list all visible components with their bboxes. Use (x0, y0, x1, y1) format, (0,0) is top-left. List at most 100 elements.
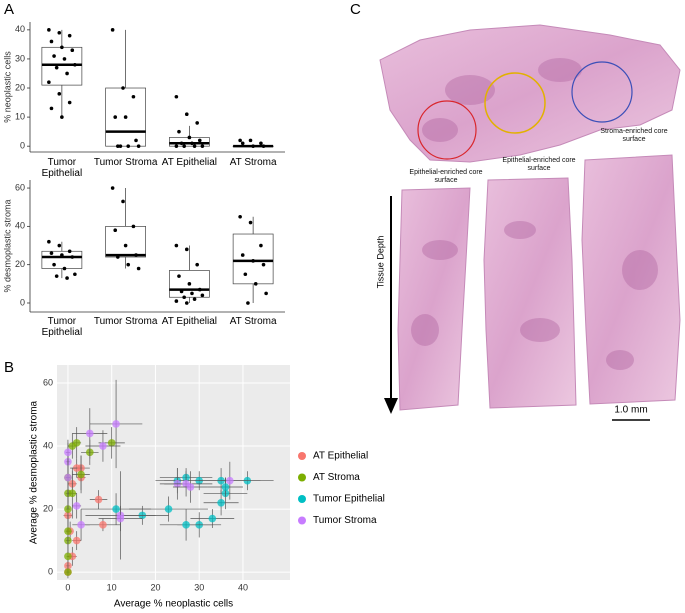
x-tick-label: 30 (194, 582, 204, 592)
data-point (77, 521, 85, 529)
data-point (70, 48, 75, 53)
data-point (192, 297, 197, 301)
data-point (123, 243, 128, 248)
annotation: Stroma-enriched core surface (600, 128, 668, 143)
data-point (57, 243, 62, 248)
data-point (94, 495, 103, 504)
data-point (174, 243, 179, 248)
data-point (49, 39, 54, 44)
data-point (208, 514, 217, 523)
panel-label: C (350, 1, 361, 18)
annotation: Epithelial-enriched core surface (409, 169, 483, 184)
data-point (251, 144, 255, 148)
x-tick-label: Tumor Stroma (93, 157, 158, 168)
data-point (64, 552, 72, 561)
data-point (164, 505, 173, 513)
data-point (126, 262, 131, 267)
data-point (113, 115, 118, 119)
y-tick-label: 30 (15, 53, 25, 63)
data-point (47, 239, 51, 244)
data-point (121, 86, 125, 90)
data-point (54, 274, 59, 278)
y-tick-label: 0 (20, 141, 25, 151)
x-tick-label: AT Stroma (229, 157, 277, 168)
data-point (67, 249, 72, 254)
box (105, 226, 146, 258)
x-tick-label: Tumor Epithelial (41, 157, 83, 179)
panel-label: A (4, 1, 14, 18)
y-tick-label: 60 (15, 182, 25, 192)
data-point (192, 144, 197, 148)
y-tick-label: 0 (48, 566, 53, 576)
data-point (248, 220, 253, 225)
data-point (195, 121, 199, 125)
legend-label: Tumor Epithelial (313, 494, 385, 505)
data-point (197, 138, 202, 143)
data-point (64, 448, 72, 457)
data-point (174, 144, 179, 148)
data-point (187, 282, 192, 286)
data-point (64, 473, 72, 482)
data-point (179, 141, 184, 146)
data-point (177, 129, 181, 134)
box (232, 233, 274, 285)
data-point (182, 144, 186, 148)
y-axis-label: Average % desmoplastic stroma (29, 400, 40, 544)
x-tick-label: AT Epithelial (161, 157, 217, 168)
plot-background (57, 365, 290, 580)
data-point (184, 112, 189, 116)
data-point (54, 65, 59, 70)
histology-image (379, 24, 681, 421)
data-point (72, 502, 81, 510)
data-point (238, 138, 242, 143)
scale-bar-label: 1.0 mm (614, 405, 647, 416)
data-point (187, 135, 192, 140)
data-point (112, 505, 120, 513)
legend-swatch (298, 516, 306, 525)
y-tick-label: 10 (15, 111, 25, 121)
data-point (60, 253, 64, 257)
data-point (179, 289, 184, 294)
data-point (99, 442, 107, 450)
data-point (70, 255, 75, 259)
data-point (116, 144, 120, 148)
data-point (248, 138, 253, 143)
data-point (110, 28, 115, 32)
y-tick-label: 20 (43, 503, 53, 513)
data-point (121, 199, 125, 204)
y-axis-label: % desmoplastic stroma (2, 199, 12, 292)
legend-label: AT Epithelial (313, 451, 368, 462)
data-point (72, 439, 81, 447)
y-tick-label: 0 (20, 297, 25, 307)
data-point (77, 470, 85, 479)
x-tick-label: 10 (107, 582, 117, 592)
data-point (57, 30, 62, 35)
data-point (126, 144, 131, 148)
legend-swatch (298, 452, 306, 460)
data-point (186, 483, 195, 491)
data-point (116, 514, 125, 523)
data-point (47, 28, 51, 32)
data-point (131, 94, 136, 99)
x-tick-label: 0 (65, 582, 70, 592)
data-point (134, 253, 138, 257)
data-point (195, 262, 199, 267)
data-point (64, 527, 72, 535)
x-tick-label: 20 (150, 582, 160, 592)
x-axis-label: Average % neoplastic cells (114, 599, 233, 610)
data-point (47, 80, 51, 85)
annotation: Epithelial-enriched core surface (502, 157, 576, 172)
data-point (174, 94, 179, 99)
data-point (243, 272, 248, 277)
data-point (112, 420, 120, 428)
data-point (238, 214, 242, 219)
data-point (177, 274, 181, 278)
data-point (62, 57, 67, 61)
data-point (67, 100, 72, 105)
data-point (65, 71, 69, 76)
data-point (67, 33, 72, 38)
data-point (118, 144, 123, 148)
data-point (184, 301, 189, 305)
